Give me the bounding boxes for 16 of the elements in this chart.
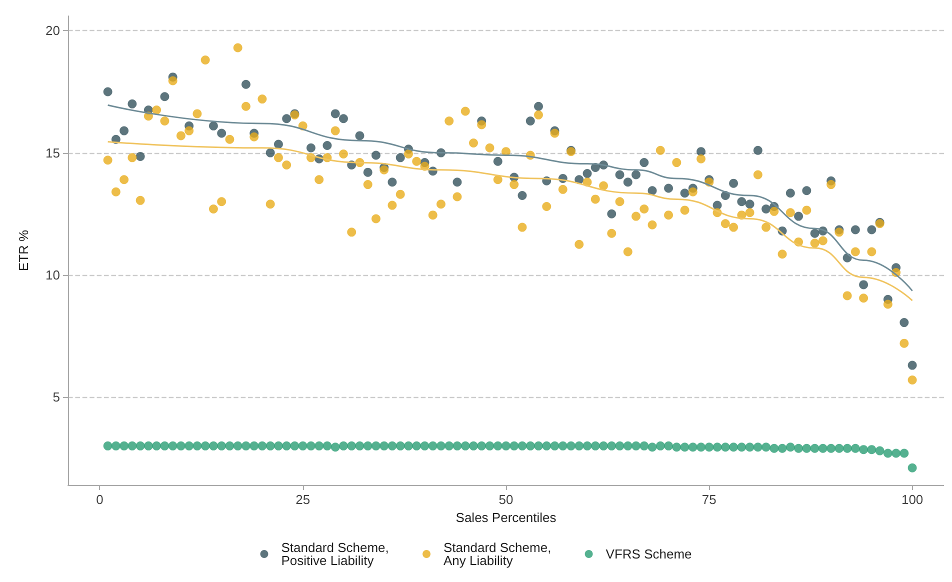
y-tick-label: 20 (46, 23, 60, 38)
y-tick-label: 15 (46, 145, 60, 160)
x-tick-label: 50 (498, 492, 514, 507)
y-tick-label: 5 (52, 390, 60, 405)
legend-label: Standard Scheme, Any Liability (444, 540, 555, 568)
x-tick-label: 100 (901, 492, 924, 507)
x-tick-label: 0 (96, 492, 104, 507)
line-series (107, 141, 914, 302)
y-axis-title: ETR % (16, 229, 31, 272)
y-tick-label: 10 (46, 267, 60, 282)
line-series (107, 104, 914, 292)
legend-label: Standard Scheme, Positive Liability (281, 540, 393, 568)
x-axis-title: Sales Percentiles (456, 510, 557, 525)
legend-label: VFRS Scheme (606, 546, 692, 562)
x-tick-label: 75 (702, 492, 716, 507)
x-tick-label: 25 (296, 492, 310, 507)
